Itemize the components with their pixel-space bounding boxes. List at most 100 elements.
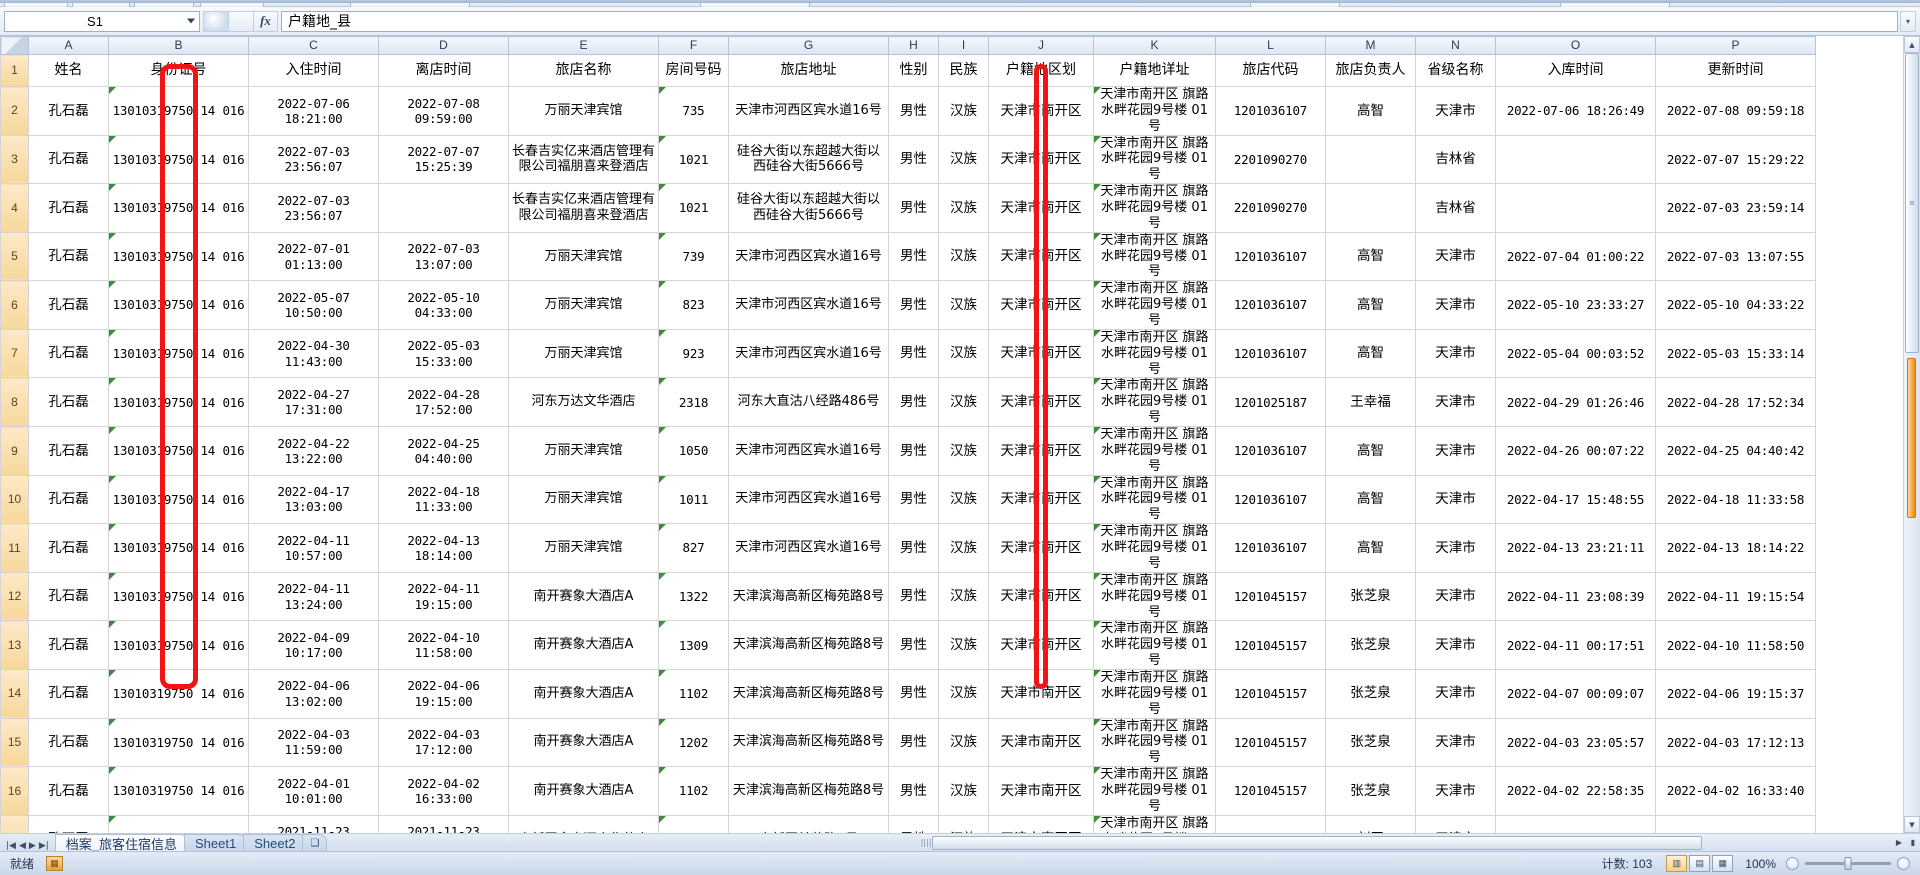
cell-hotel_code[interactable]: 1201045157 (1215, 620, 1326, 670)
cell-ethnic[interactable]: 汉族 (938, 183, 989, 233)
cell-ethnic[interactable]: 汉族 (938, 231, 989, 282)
cell-hukou_area[interactable]: 天津市南开区 (988, 668, 1094, 719)
cell-hukou_detail[interactable]: 天津市南开区 旗路水畔花园9号楼 01号 (1093, 717, 1216, 768)
table-row[interactable]: 14 孔石磊 13010319750 14 016 2022-04-06 13:02:… (0, 668, 1816, 719)
cell-manager[interactable] (1325, 134, 1416, 185)
cell-stored[interactable]: 2022-04-13 23:21:11 (1495, 523, 1656, 573)
cell-hotel[interactable]: 万丽天津宾馆 (508, 426, 659, 476)
cell-hotel[interactable]: 万丽天津宾馆 (508, 86, 659, 136)
cell-name[interactable]: 孔石磊 (28, 86, 109, 136)
cell-gender[interactable]: 男性 (888, 183, 939, 233)
cell-ethnic[interactable]: 汉族 (938, 134, 989, 185)
header-cell-k[interactable]: 户籍地详址 (1093, 54, 1216, 87)
cell-hukou_area[interactable]: 天津市南开区 (988, 328, 1094, 379)
cell-checkin[interactable]: 2022-07-01 01:13:00 (248, 231, 379, 282)
cell-hotel_addr[interactable]: 天津滨海高新区梅苑路8号 (728, 766, 889, 816)
cell-checkin[interactable]: 2022-04-30 11:43:00 (248, 328, 379, 379)
cell-hotel[interactable]: 万丽天津宾馆 (508, 523, 659, 573)
table-row[interactable]: 15 孔石磊 13010319750 14 016 2022-04-03 11:59:… (0, 717, 1816, 768)
cell-checkin[interactable]: 2022-07-06 18:21:00 (248, 86, 379, 136)
cell-hukou_detail[interactable]: 天津市南开区 旗路水畔花园9号楼 01号 (1093, 620, 1216, 670)
cell-room[interactable]: 1021 (658, 183, 729, 233)
cell-id[interactable]: 13010319750 14 016 (108, 668, 249, 719)
cell-name[interactable]: 孔石磊 (28, 183, 109, 233)
column-header-f[interactable]: F (658, 36, 729, 55)
cell-checkin[interactable]: 2022-04-27 17:31:00 (248, 377, 379, 428)
cell-room[interactable]: 1309 (658, 620, 729, 670)
insert-function-icon[interactable]: fx (253, 10, 278, 32)
cell-checkin[interactable]: 2022-04-17 13:03:00 (248, 474, 379, 525)
cell-stored[interactable]: 2022-05-04 00:03:52 (1495, 328, 1656, 379)
cell-province[interactable]: 吉林省 (1415, 183, 1496, 233)
cell-hukou_detail[interactable]: 天津市南开区 旗路水畔花园9号楼 01号 (1093, 474, 1216, 525)
cell-room[interactable]: 1322 (658, 571, 729, 622)
column-header-p[interactable]: P (1655, 36, 1816, 55)
cell-stored[interactable] (1495, 183, 1656, 233)
cell-name[interactable]: 孔石磊 (28, 328, 109, 379)
view-page-layout-icon[interactable]: ▤ (1689, 855, 1711, 872)
cell-province[interactable]: 天津市 (1415, 668, 1496, 719)
table-row[interactable]: 9 孔石磊 13010319750 14 016 2022-04-22 13:22:0… (0, 426, 1816, 476)
table-row[interactable]: 13 孔石磊 13010319750 14 016 2022-04-09 10:17:… (0, 620, 1816, 670)
cell-gender[interactable]: 男性 (888, 814, 939, 833)
cell-province[interactable]: 天津市 (1415, 231, 1496, 282)
column-header-k[interactable]: K (1093, 36, 1216, 55)
cell-checkin[interactable]: 2022-04-09 10:17:00 (248, 620, 379, 670)
header-cell-l[interactable]: 旅店代码 (1215, 54, 1326, 87)
cell-checkout[interactable]: 2022-04-10 11:58:00 (378, 620, 509, 670)
cell-province[interactable]: 天津市 (1415, 766, 1496, 816)
cell-hotel_code[interactable]: 1201045157 (1215, 571, 1326, 622)
formula-input[interactable]: 户籍地_县 (281, 10, 1898, 32)
cell-province[interactable]: 天津市 (1415, 328, 1496, 379)
cell-hukou_area[interactable]: 天津市南开区 (988, 377, 1094, 428)
cell-ethnic[interactable]: 汉族 (938, 426, 989, 476)
cell-hotel[interactable]: 长春吉实亿来酒店管理有限公司福朋喜来登酒店 (508, 183, 659, 233)
cell-ethnic[interactable]: 汉族 (938, 766, 989, 816)
hscroll-right-icon[interactable]: ▶ (1895, 838, 1903, 847)
cell-id[interactable]: 13010319750 14 016 (108, 814, 249, 833)
sheet-nav-buttons[interactable]: |◀ ◀ ▶ ▶| (2, 841, 55, 851)
cell-manager[interactable]: 张芝泉 (1325, 571, 1416, 622)
sheet-tab-0[interactable]: 档案_旅客住宿信息 (54, 834, 189, 852)
cell-province[interactable]: 天津市 (1415, 474, 1496, 525)
cell-updated[interactable]: 2022-04-18 11:33:58 (1655, 474, 1816, 525)
status-macro-icon[interactable]: ▦ (46, 856, 64, 871)
cell-id[interactable]: 13010319750 14 016 (108, 523, 249, 573)
column-header-o[interactable]: O (1495, 36, 1656, 55)
cell-hukou_detail[interactable]: 天津市南开区 旗路水畔花园9号楼 01号 (1093, 328, 1216, 379)
column-header-a[interactable]: A (28, 36, 109, 55)
cell-manager[interactable]: 高智 (1325, 474, 1416, 525)
cell-stored[interactable]: 2022-04-03 23:05:57 (1495, 717, 1656, 768)
column-header-m[interactable]: M (1325, 36, 1416, 55)
row-header-14[interactable]: 14 (0, 668, 29, 719)
column-header-n[interactable]: N (1415, 36, 1496, 55)
cell-hotel[interactable]: 河东万达文华酒店 (508, 377, 659, 428)
cell-checkin[interactable]: 2022-07-03 23:56:07 (248, 183, 379, 233)
cell-checkout[interactable]: 2022-04-06 19:15:00 (378, 668, 509, 719)
cell-hotel[interactable]: 万丽天津宾馆 (508, 474, 659, 525)
cell-room[interactable]: 1102 (658, 766, 729, 816)
cell-hukou_area[interactable]: 天津市南开区 (988, 86, 1094, 136)
cell-gender[interactable]: 男性 (888, 426, 939, 476)
cell-manager[interactable]: 高智 (1325, 231, 1416, 282)
cell-id[interactable]: 13010319750 14 016 (108, 571, 249, 622)
cell-hukou_area[interactable]: 天津市南开区 (988, 814, 1094, 833)
cell-province[interactable]: 天津市 (1415, 280, 1496, 330)
cell-hotel_code[interactable]: 1201036107 (1215, 474, 1326, 525)
cell-gender[interactable]: 男性 (888, 134, 939, 185)
cell-hukou_detail[interactable]: 天津市南开区 旗路水畔花园9号楼 01号 (1093, 377, 1216, 428)
cell-hotel[interactable]: 万丽天津宾馆 (508, 231, 659, 282)
cell-manager[interactable]: 张芝泉 (1325, 766, 1416, 816)
cell-hotel[interactable]: 南开赛象大酒店A (508, 717, 659, 768)
cell-gender[interactable]: 男性 (888, 523, 939, 573)
row-header-2[interactable]: 2 (0, 86, 29, 136)
cell-id[interactable]: 13010319750 14 016 (108, 377, 249, 428)
cell-province[interactable]: 天津市 (1415, 814, 1496, 833)
cell-checkin[interactable]: 2022-04-11 10:57:00 (248, 523, 379, 573)
row-header-8[interactable]: 8 (0, 377, 29, 428)
cell-checkin[interactable]: 2022-04-11 13:24:00 (248, 571, 379, 622)
zoom-slider-track[interactable] (1805, 857, 1891, 870)
cell-hukou_area[interactable]: 天津市南开区 (988, 426, 1094, 476)
view-page-break-icon[interactable]: ▦ (1712, 855, 1734, 872)
column-header-l[interactable]: L (1215, 36, 1326, 55)
